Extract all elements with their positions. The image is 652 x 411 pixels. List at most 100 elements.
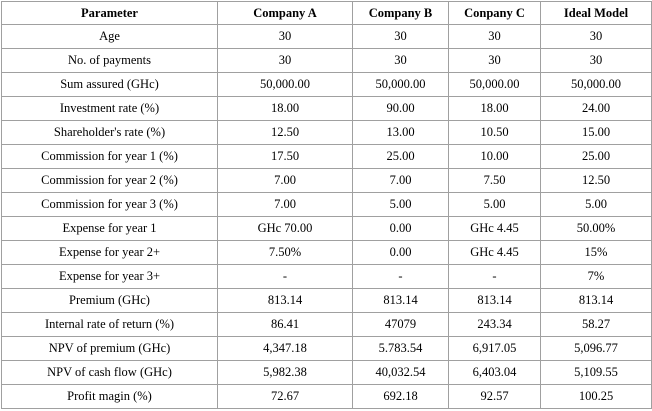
table-row: Premium (GHc) 813.14 813.14 813.14 813.14 [1,288,652,313]
header-row: Parameter Company A Company B Conpany C Idea… [1,1,652,25]
cell: 13.00 [352,120,449,145]
cell: 30 [217,24,353,49]
cell: 7.00 [217,168,353,193]
cell: 30 [352,24,449,49]
cell: 0.00 [352,240,449,265]
table-row: NPV of cash flow (GHc) 5,982.38 40,032.54 6… [1,360,652,385]
table-row: Profit magin (%) 72.67 692.18 92.57 100.25 [1,384,652,409]
cell: 50,000.00 [352,72,449,97]
header-cell: Company A [217,1,353,25]
cell: 5,109.55 [540,360,652,385]
cell: 30 [448,24,541,49]
table-row: Investment rate (%) 18.00 90.00 18.00 24.00 [1,96,652,121]
cell: 6,403.04 [448,360,541,385]
row-label: NPV of cash flow (GHc) [1,360,218,385]
cell: 40,032.54 [352,360,449,385]
cell: 30 [540,24,652,49]
cell: 12.50 [217,120,353,145]
cell: 90.00 [352,96,449,121]
row-label: NPV of premium (GHc) [1,336,218,361]
cell: 7.50 [448,168,541,193]
cell: 7.00 [352,168,449,193]
cell: 6,917.05 [448,336,541,361]
cell: 30 [448,48,541,73]
cell: GHc 70.00 [217,216,353,241]
header-cell: Ideal Model [540,1,652,25]
table-row: No. of payments 30 30 30 30 [1,48,652,73]
cell: 813.14 [217,288,353,313]
row-label: No. of payments [1,48,218,73]
cell: 100.25 [540,384,652,409]
cell: 58.27 [540,312,652,337]
cell: 30 [352,48,449,73]
cell: 18.00 [217,96,353,121]
cell: 18.00 [448,96,541,121]
table-row: Commission for year 3 (%) 7.00 5.00 5.00 5.0… [1,192,652,217]
cell: 12.50 [540,168,652,193]
cell: 7% [540,264,652,289]
cell: 813.14 [448,288,541,313]
table-row: Commission for year 1 (%) 17.50 25.00 10.00… [1,144,652,169]
cell: 30 [217,48,353,73]
row-label: Commission for year 1 (%) [1,144,218,169]
cell: 5,982.38 [217,360,353,385]
cell: GHc 4.45 [448,216,541,241]
cell: - [352,264,449,289]
row-label: Commission for year 3 (%) [1,192,218,217]
table-row: Internal rate of return (%) 86.41 47079 243… [1,312,652,337]
cell: 15.00 [540,120,652,145]
cell: 10.50 [448,120,541,145]
cell: 72.67 [217,384,353,409]
cell: 15% [540,240,652,265]
table-row: Expense for year 2+ 7.50% 0.00 GHc 4.45 15% [1,240,652,265]
row-label: Investment rate (%) [1,96,218,121]
row-label: Age [1,24,218,49]
cell: 50,000.00 [540,72,652,97]
row-label: Shareholder's rate (%) [1,120,218,145]
cell: 50,000.00 [448,72,541,97]
header-cell: Parameter [1,1,218,25]
cell: 7.00 [217,192,353,217]
row-label: Expense for year 2+ [1,240,218,265]
table-row: Commission for year 2 (%) 7.00 7.00 7.50 12.… [1,168,652,193]
cell: 47079 [352,312,449,337]
cell: 5.00 [540,192,652,217]
row-label: Expense for year 3+ [1,264,218,289]
cell: 17.50 [217,144,353,169]
cell: 5,096.77 [540,336,652,361]
cell: 7.50% [217,240,353,265]
cell: 25.00 [540,144,652,169]
table-row: Sum assured (GHc) 50,000.00 50,000.00 50,00… [1,72,652,97]
cell: 25.00 [352,144,449,169]
cell: - [217,264,353,289]
cell: - [448,264,541,289]
cell: 86.41 [217,312,353,337]
row-label: Commission for year 2 (%) [1,168,218,193]
cell: GHc 4.45 [448,240,541,265]
table-row: Expense for year 1 GHc 70.00 0.00 GHc 4.45 5… [1,216,652,241]
cell: 692.18 [352,384,449,409]
cell: 5.783.54 [352,336,449,361]
cell: 24.00 [540,96,652,121]
table-body: Age 30 30 30 30 No. of payments 30 30 30 30 Sum as… [1,24,652,409]
cell: 0.00 [352,216,449,241]
cell: 4,347.18 [217,336,353,361]
cell: 813.14 [352,288,449,313]
cell: 50,000.00 [217,72,353,97]
cell: 243.34 [448,312,541,337]
table-row: NPV of premium (GHc) 4,347.18 5.783.54 6,91… [1,336,652,361]
row-label: Profit magin (%) [1,384,218,409]
cell: 10.00 [448,144,541,169]
row-label: Premium (GHc) [1,288,218,313]
cell: 50.00% [540,216,652,241]
header-cell: Company B [352,1,449,25]
table-row: Age 30 30 30 30 [1,24,652,49]
cell: 813.14 [540,288,652,313]
row-label: Sum assured (GHc) [1,72,218,97]
header-cell: Conpany C [448,1,541,25]
cell: 92.57 [448,384,541,409]
row-label: Expense for year 1 [1,216,218,241]
cell: 5.00 [448,192,541,217]
